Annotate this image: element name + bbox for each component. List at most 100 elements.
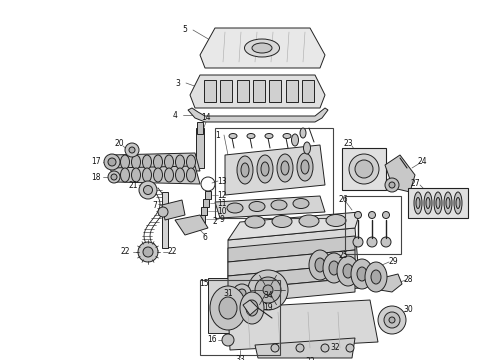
Text: 16: 16	[207, 336, 217, 345]
Ellipse shape	[111, 174, 117, 180]
Ellipse shape	[129, 147, 135, 153]
Text: 14: 14	[201, 113, 211, 122]
Ellipse shape	[436, 198, 440, 208]
Polygon shape	[385, 155, 415, 192]
Bar	[197, 122, 203, 134]
Ellipse shape	[271, 344, 279, 352]
Ellipse shape	[292, 134, 298, 146]
Polygon shape	[190, 75, 325, 108]
Ellipse shape	[245, 39, 279, 57]
Ellipse shape	[444, 192, 452, 214]
Ellipse shape	[296, 344, 304, 352]
Text: 34: 34	[263, 292, 273, 301]
Ellipse shape	[158, 207, 168, 217]
Ellipse shape	[139, 181, 157, 199]
Text: 31: 31	[223, 288, 233, 297]
Ellipse shape	[257, 155, 273, 183]
Bar	[302, 80, 314, 102]
Ellipse shape	[219, 297, 237, 319]
Text: 21: 21	[128, 180, 138, 189]
Ellipse shape	[456, 198, 460, 208]
Bar	[270, 80, 281, 102]
Ellipse shape	[255, 277, 281, 303]
Bar	[207, 278, 272, 333]
Text: 22: 22	[167, 248, 177, 256]
Ellipse shape	[283, 134, 291, 139]
Ellipse shape	[354, 211, 362, 219]
Bar	[286, 80, 297, 102]
Polygon shape	[228, 300, 378, 350]
Ellipse shape	[414, 192, 422, 214]
Text: 30: 30	[403, 306, 413, 315]
Ellipse shape	[125, 143, 139, 157]
Ellipse shape	[165, 155, 173, 169]
Ellipse shape	[355, 160, 373, 178]
Ellipse shape	[104, 154, 120, 170]
Text: 32: 32	[330, 343, 340, 352]
Ellipse shape	[261, 162, 269, 176]
Polygon shape	[225, 145, 325, 195]
Ellipse shape	[297, 153, 313, 181]
Ellipse shape	[389, 182, 395, 188]
Ellipse shape	[277, 154, 293, 182]
Ellipse shape	[371, 270, 381, 284]
Ellipse shape	[249, 202, 265, 211]
Polygon shape	[200, 28, 325, 68]
Text: 3: 3	[175, 78, 180, 87]
Text: 26: 26	[338, 195, 348, 204]
Ellipse shape	[300, 128, 306, 138]
Text: 29: 29	[388, 257, 398, 266]
Ellipse shape	[416, 198, 420, 208]
Text: 11: 11	[217, 198, 227, 207]
Ellipse shape	[353, 237, 363, 247]
Polygon shape	[110, 166, 200, 184]
Ellipse shape	[187, 168, 196, 182]
Ellipse shape	[281, 161, 289, 175]
Text: 25: 25	[338, 251, 348, 260]
Ellipse shape	[323, 253, 345, 283]
Ellipse shape	[424, 192, 432, 214]
Ellipse shape	[108, 158, 116, 166]
Ellipse shape	[245, 216, 265, 228]
Text: 28: 28	[403, 275, 413, 284]
Ellipse shape	[210, 286, 246, 330]
Ellipse shape	[153, 155, 163, 169]
Bar	[201, 207, 207, 215]
Bar	[203, 199, 209, 207]
Text: 27: 27	[410, 179, 420, 188]
Ellipse shape	[229, 134, 237, 139]
Text: 4: 4	[172, 111, 177, 120]
Ellipse shape	[238, 289, 246, 297]
Bar	[204, 80, 216, 102]
Polygon shape	[175, 215, 208, 235]
Ellipse shape	[293, 198, 309, 208]
Ellipse shape	[153, 168, 163, 182]
Text: 22: 22	[120, 248, 130, 256]
Polygon shape	[228, 212, 360, 240]
Ellipse shape	[143, 168, 151, 182]
Ellipse shape	[143, 155, 151, 169]
Ellipse shape	[263, 285, 273, 295]
Ellipse shape	[143, 247, 153, 257]
Bar	[237, 80, 248, 102]
Ellipse shape	[138, 242, 158, 262]
Ellipse shape	[108, 171, 120, 183]
Text: 2: 2	[213, 217, 218, 226]
Polygon shape	[228, 236, 355, 262]
Ellipse shape	[434, 192, 442, 214]
Ellipse shape	[389, 317, 395, 323]
Text: 5: 5	[183, 26, 188, 35]
Ellipse shape	[299, 215, 319, 227]
Ellipse shape	[301, 160, 309, 174]
Ellipse shape	[187, 155, 196, 169]
Ellipse shape	[121, 168, 129, 182]
Polygon shape	[228, 228, 360, 298]
Ellipse shape	[346, 344, 354, 352]
Text: 32: 32	[305, 357, 315, 360]
Ellipse shape	[233, 284, 251, 302]
Ellipse shape	[246, 300, 258, 316]
Text: 1: 1	[216, 130, 220, 139]
Ellipse shape	[351, 259, 373, 289]
Polygon shape	[188, 108, 328, 122]
Text: 15: 15	[199, 279, 209, 288]
